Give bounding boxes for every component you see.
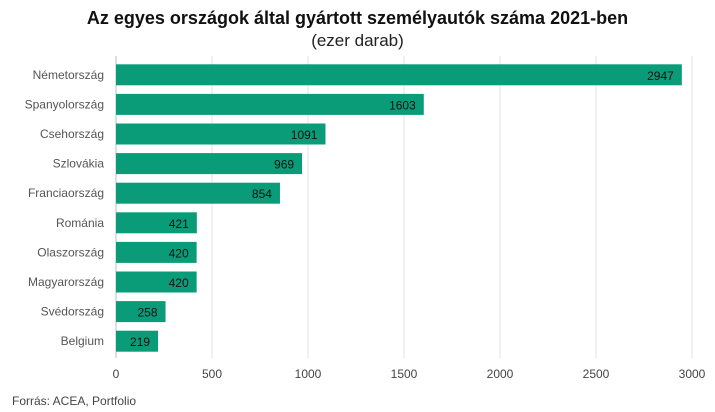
category-label: Olaszország — [37, 245, 104, 259]
bar-9 — [116, 330, 159, 352]
bar-7 — [116, 271, 197, 293]
category-label: Csehország — [40, 127, 104, 141]
bar-2 — [116, 123, 326, 145]
category-label: Németország — [33, 68, 104, 82]
x-tick-label: 0 — [113, 367, 120, 381]
value-label: 1603 — [389, 98, 416, 112]
bar-8 — [116, 301, 166, 323]
category-label: Franciaország — [28, 186, 104, 200]
value-label: 421 — [169, 217, 189, 231]
category-label: Románia — [56, 216, 104, 230]
category-label: Svédország — [41, 305, 104, 319]
chart-title: Az egyes országok által gyártott személy… — [86, 8, 629, 28]
x-tick-label: 1500 — [391, 367, 418, 381]
value-label: 420 — [169, 246, 189, 260]
value-label: 219 — [130, 335, 150, 349]
x-tick-label: 2500 — [583, 367, 610, 381]
chart-subtitle: (ezer darab) — [311, 31, 404, 50]
labels: 0 500 1000 1500 2000 2500 3000 Németország 2947 S… — [25, 68, 706, 381]
value-label: 258 — [138, 306, 158, 320]
bar-6 — [116, 241, 197, 263]
x-tick-label: 500 — [202, 367, 222, 381]
bar-3 — [116, 153, 303, 175]
category-label: Spanyolország — [25, 97, 104, 111]
bar-5 — [116, 212, 197, 234]
category-label: Belgium — [61, 334, 104, 348]
value-label: 854 — [252, 187, 272, 201]
source-note: Forrás: ACEA, Portfolio — [12, 394, 137, 408]
bar-0 — [116, 64, 682, 86]
category-label: Szlovákia — [53, 157, 105, 171]
x-tick-label: 2000 — [487, 367, 514, 381]
bar-1 — [116, 93, 424, 115]
value-label: 2947 — [647, 69, 674, 83]
category-label: Magyarország — [28, 275, 104, 289]
bars — [116, 64, 682, 352]
bar-4 — [116, 182, 280, 204]
x-tick-label: 1000 — [295, 367, 322, 381]
value-label: 420 — [169, 276, 189, 290]
value-label: 1091 — [291, 128, 318, 142]
value-label: 969 — [274, 158, 294, 172]
x-tick-label: 3000 — [679, 367, 706, 381]
